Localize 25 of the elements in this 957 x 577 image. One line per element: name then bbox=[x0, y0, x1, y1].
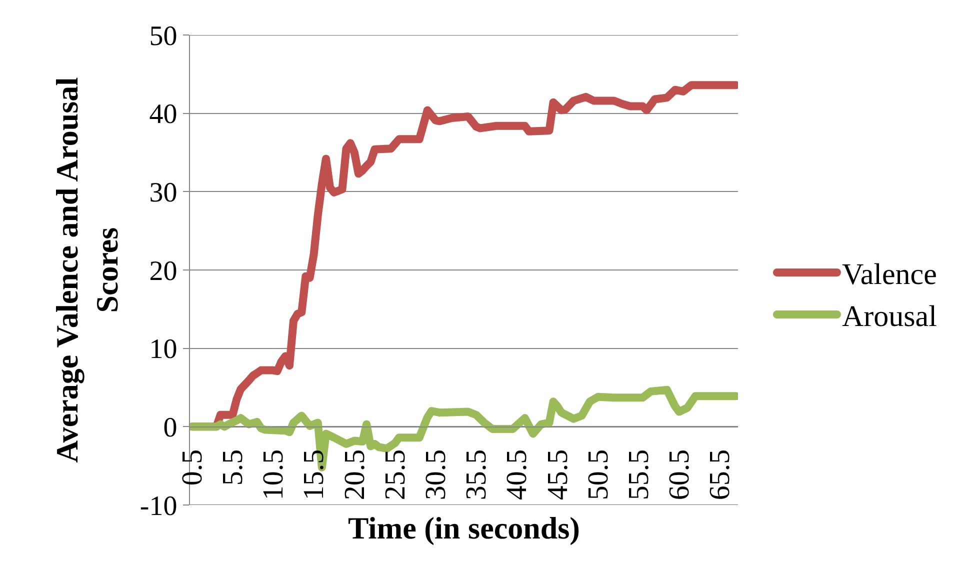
x-tick-label: 65.5 bbox=[704, 449, 736, 500]
y-axis-title: Average Valence and Arousal Scores bbox=[49, 76, 125, 463]
y-tick-label: -10 bbox=[140, 490, 178, 522]
y-tick-label: 30 bbox=[149, 177, 178, 208]
x-tick-label: 15.5 bbox=[298, 449, 330, 500]
y-tick-label: 20 bbox=[149, 256, 178, 287]
legend-label: Valence bbox=[842, 258, 937, 292]
y-tick-label: 0 bbox=[163, 412, 178, 444]
legend-label: Arousal bbox=[842, 300, 937, 334]
x-tick-label: 45.5 bbox=[542, 449, 574, 500]
x-tick-label: 30.5 bbox=[420, 449, 452, 500]
x-axis-title: Time (in seconds) bbox=[348, 510, 580, 546]
y-tick-label: 10 bbox=[149, 334, 178, 366]
x-tick-label: 0.5 bbox=[176, 449, 208, 486]
x-tick-label: 60.5 bbox=[664, 449, 696, 500]
x-tick-label: 40.5 bbox=[501, 449, 534, 500]
x-tick-label: 55.5 bbox=[622, 449, 655, 500]
y-tick-label: 40 bbox=[149, 99, 178, 130]
x-tick-label: 20.5 bbox=[338, 449, 371, 500]
x-tick-label: 35.5 bbox=[460, 449, 493, 500]
x-tick-label: 25.5 bbox=[379, 449, 412, 500]
y-tick-label: 50 bbox=[149, 20, 178, 52]
x-tick-label: 5.5 bbox=[217, 449, 250, 486]
x-tick-label: 50.5 bbox=[582, 449, 614, 500]
x-tick-label: 10.5 bbox=[258, 449, 290, 500]
